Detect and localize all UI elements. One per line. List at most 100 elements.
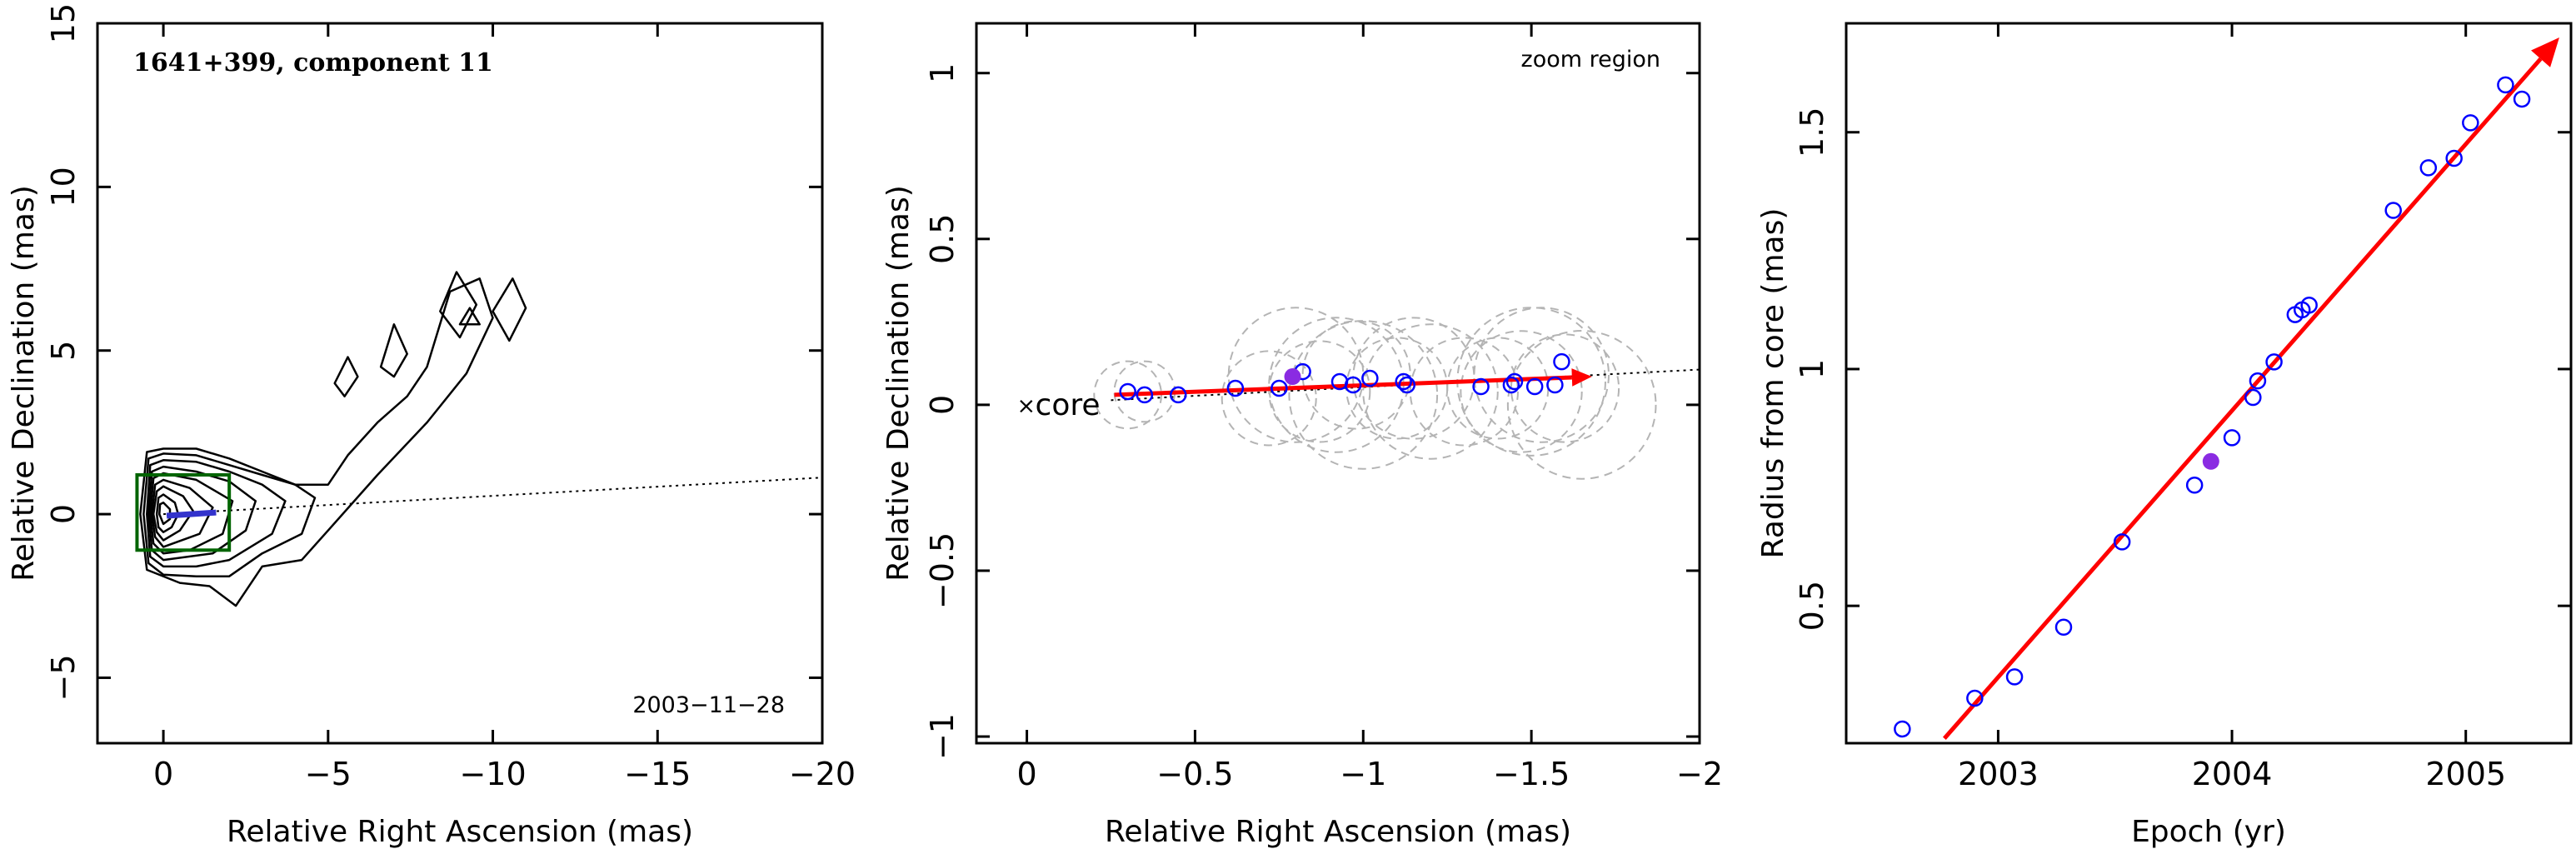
x-tick-label: −15 [624,756,691,792]
data-point [1472,377,1490,396]
highlight-point [1284,368,1301,386]
data-point [1395,372,1412,391]
x-tick-label: −0.5 [1156,756,1233,792]
y-tick-label: 15 [45,3,82,43]
data-point [2005,668,2024,686]
contour-line [458,307,481,326]
data-point [1344,376,1362,394]
model-circle [1460,330,1583,453]
zoom-region-label: zoom region [1521,47,1660,72]
arrow-head [2531,37,2559,67]
data-point [2185,476,2204,494]
x-axis-label: Epoch (yr) [2131,815,2286,849]
model-circle [1288,320,1439,470]
contour-line [139,277,494,607]
model-circle [1352,317,1475,440]
model-circle [1473,307,1610,443]
y-tick-label: 1.5 [1794,107,1830,157]
model-circle [1221,350,1317,447]
data-point [1546,376,1564,394]
contour-line [146,459,287,568]
data-point [1505,372,1524,391]
data-point [1966,689,1984,707]
data-point [1894,720,1911,738]
x-tick-label: −20 [789,756,856,792]
y-tick-label: −1 [924,713,961,760]
y-tick-label: 0.5 [1794,581,1830,631]
data-point [2244,388,2262,407]
y-tick-label: 10 [45,167,82,207]
y-tick-label: 0 [45,504,82,524]
contour-line [147,465,257,562]
data-point [2249,372,2267,390]
x-tick-label: −2 [1676,756,1723,792]
motion-arrow [1114,368,1592,397]
x-tick-label: −1.5 [1493,756,1570,792]
data-point [2497,76,2514,94]
data-point [2419,159,2438,177]
contour-line [152,485,194,542]
data-point [2384,202,2402,219]
y-axis-label: Radius from core (mas) [1756,208,1790,559]
core-marker-icon: × [1017,393,1036,419]
panel-frame [96,22,824,745]
contour-line [142,452,317,577]
zoom-box [135,472,232,552]
data-point [1226,379,1245,397]
contour-line [158,502,172,526]
x-tick-label: 0 [153,756,173,792]
model-circle [1506,330,1657,480]
x-axis-label: Relative Right Ascension (mas) [227,815,693,849]
radius-points [1894,76,2531,738]
contour-line [492,277,527,342]
y-tick-label: 0.5 [924,214,961,264]
x-tick-label: 0 [1016,756,1036,792]
y-tick-label: 1 [924,63,961,83]
panel-contour-map: 0 −5 −10 −15 −20 −5 0 5 10 15 1641+399, component… [7,3,856,849]
data-point [1502,376,1520,394]
model-circle [1362,323,1499,460]
y-tick-label: 0 [924,395,961,415]
y-axis-label: Relative Declination (mas) [881,185,916,582]
model-circle [1510,333,1620,443]
contour-group [139,271,527,607]
y-tick-label: −5 [45,654,82,701]
x-axis-label: Relative Right Ascension (mas) [1105,815,1571,849]
contour-line [151,478,214,548]
data-point [2054,618,2073,636]
model-circle [1301,320,1411,430]
data-point [1553,352,1570,371]
panel-radius-vs-epoch: 2003 2004 2005 0.5 1 1.5 Epoch (yr) Radius fr… [1756,22,2573,849]
x-tick-label: −5 [305,756,352,792]
x-tick-label: 2003 [1958,756,2039,792]
jet-axis-line [163,477,822,516]
data-point [1136,386,1154,404]
position-points [1119,352,1570,404]
component-track [166,509,217,519]
data-point [1169,386,1187,404]
model-circle [1227,307,1365,443]
data-point [2300,296,2318,314]
date-label: 2003−11−28 [632,692,785,718]
data-point [1271,379,1288,397]
x-tick-label: 2005 [2425,756,2506,792]
contour-line [379,323,408,378]
x-tick-label: −1 [1340,756,1386,792]
tick-marks: 0 −0.5 −1 −1.5 −2 −1 −0.5 0 0.5 1 [924,23,1723,792]
y-axis-label: Relative Declination (mas) [7,185,41,582]
y-tick-label: 5 [45,341,82,361]
data-point [1525,377,1544,396]
data-point [1398,376,1416,394]
core-label: core [1036,388,1101,422]
arrow-shaft [1942,57,2543,740]
panel-zoom-region: 0 −0.5 −1 −1.5 −2 −1 −0.5 0 0.5 1 zoom region × c… [881,22,1723,849]
y-tick-label: −0.5 [924,532,961,609]
highlight-point [2202,452,2219,470]
data-point [1119,382,1136,401]
data-point [2445,149,2463,167]
arrow-head [1571,368,1592,387]
data-point [2223,429,2241,447]
tick-marks: 0 −5 −10 −15 −20 −5 0 5 10 15 [45,3,856,792]
panel-frame [1845,22,2573,745]
